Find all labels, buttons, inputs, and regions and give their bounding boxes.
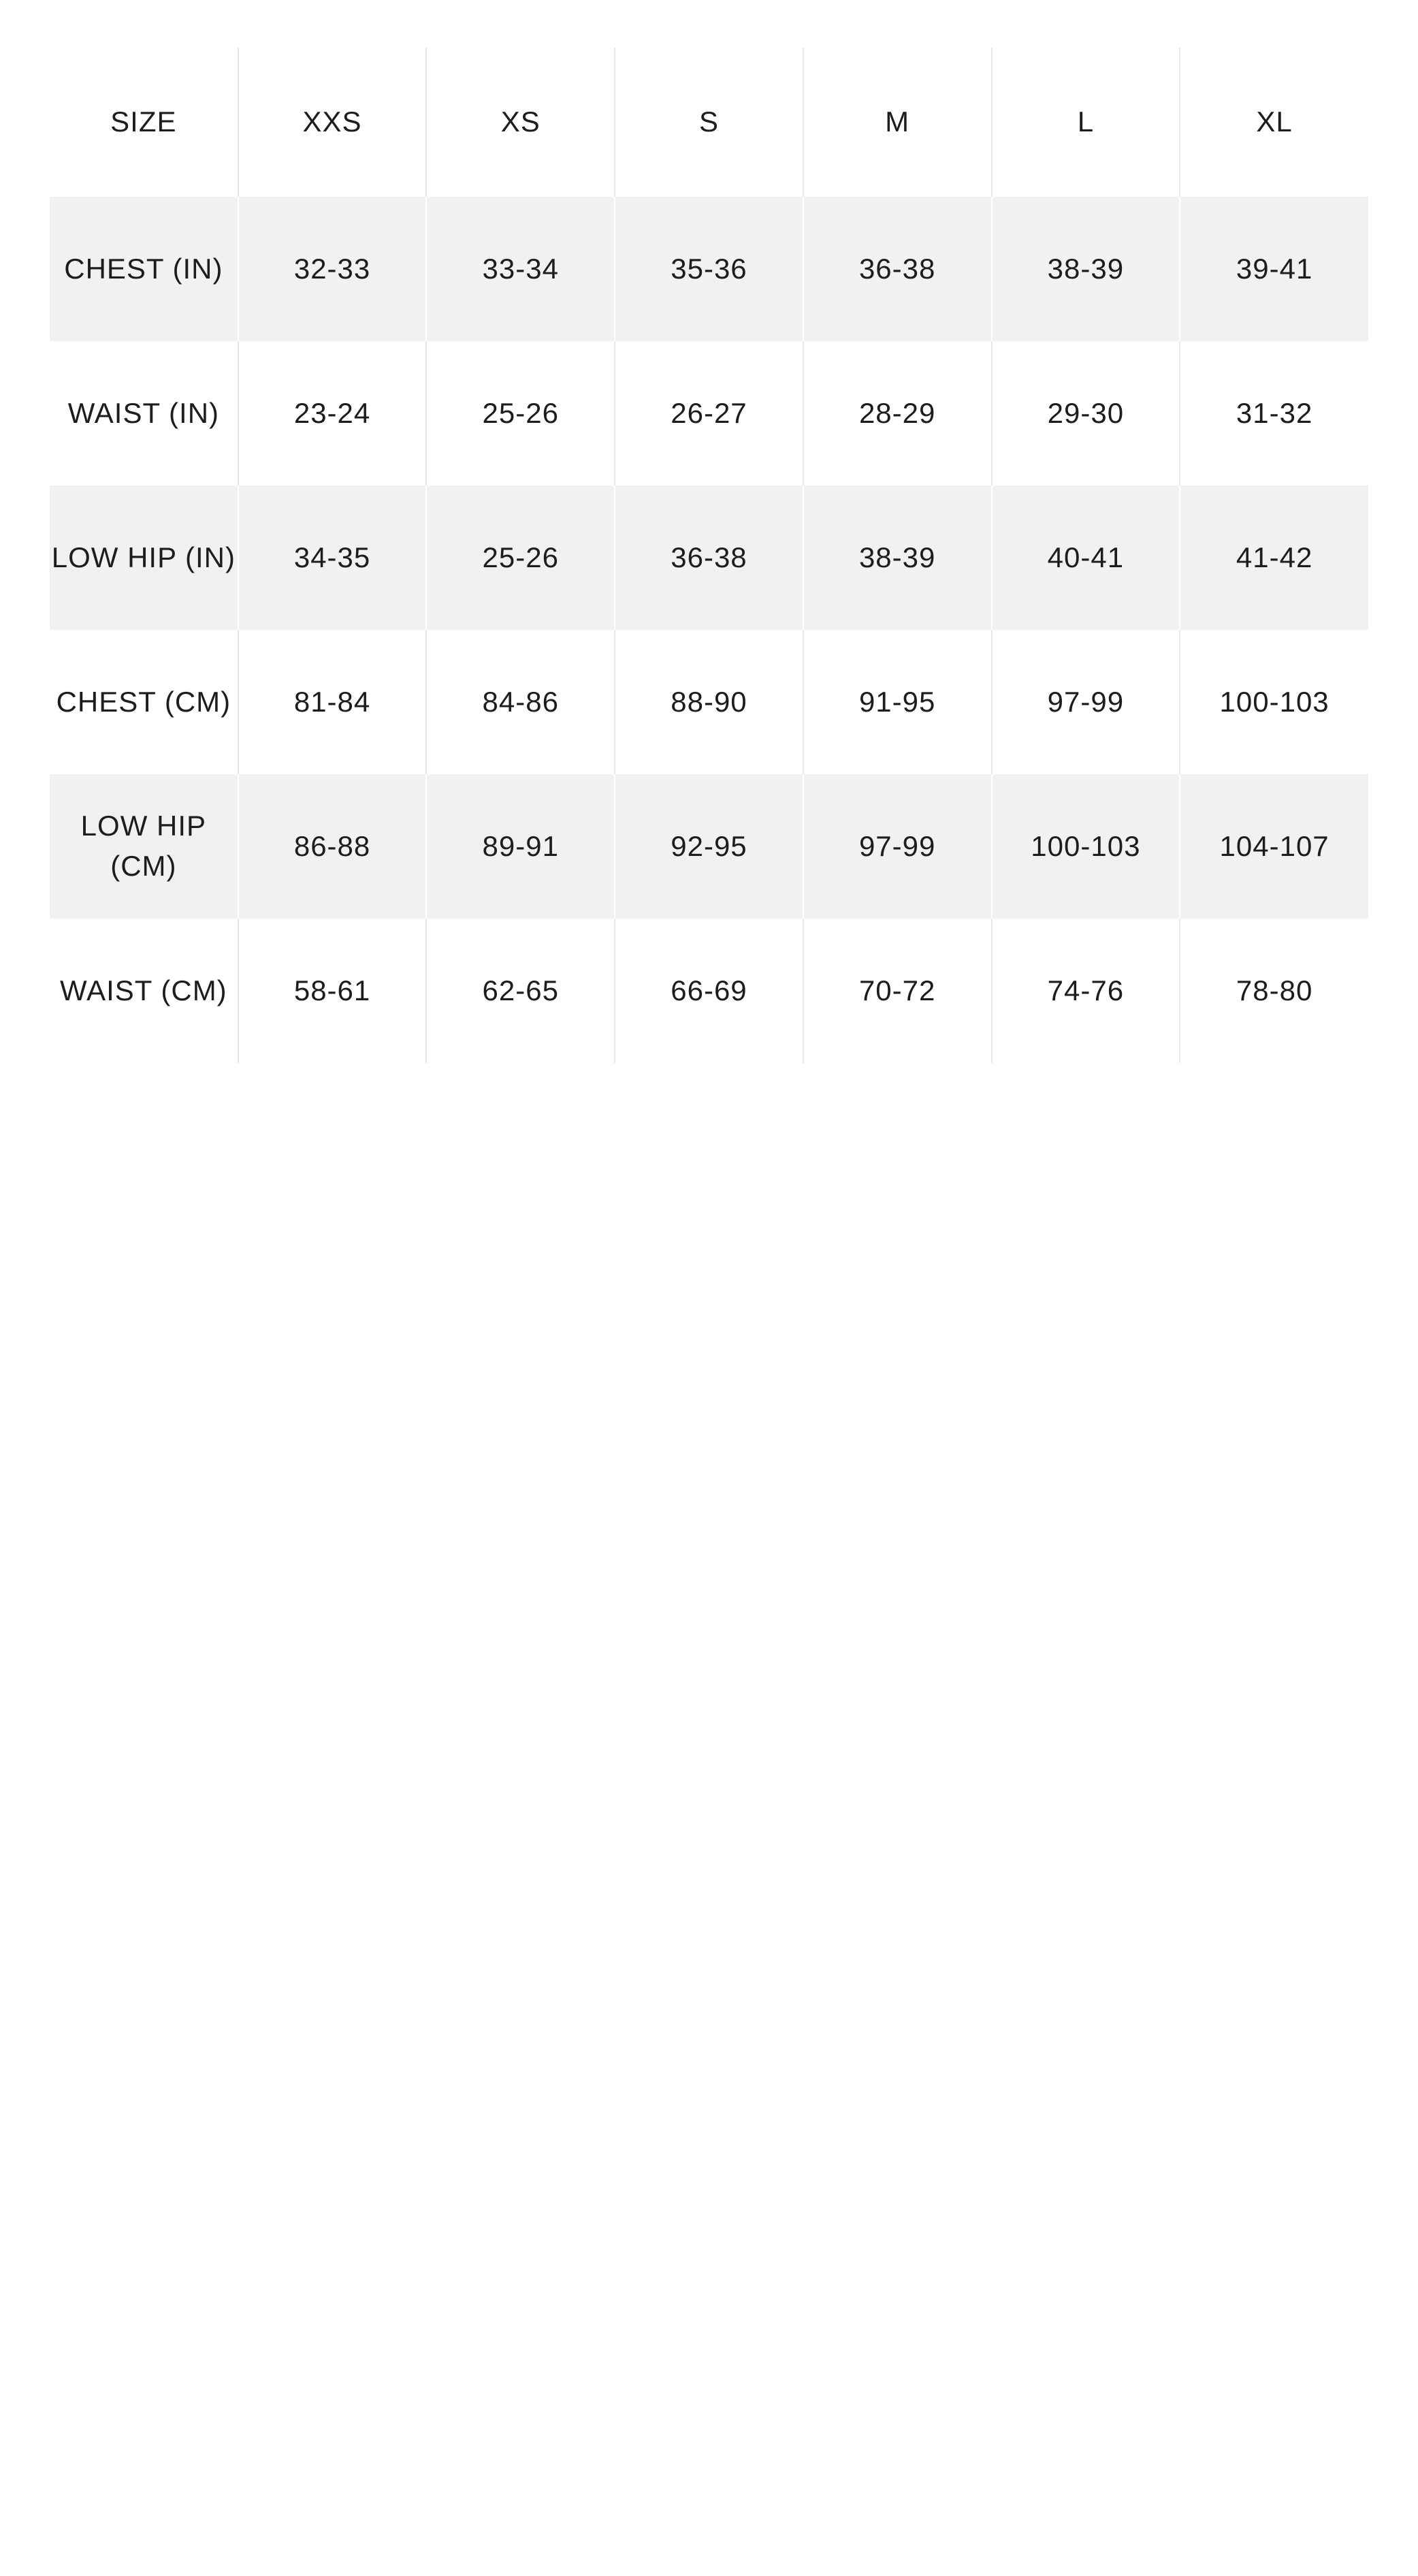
table-cell: 39-41 [1179,197,1368,341]
table-row-waist-in: WAIST (IN) 23-24 25-26 26-27 28-29 29-30… [50,341,1368,486]
table-cell: 86-88 [237,774,427,919]
row-label: CHEST (CM) [56,685,231,718]
size-chart: SIZE XXS XS S M L XL CHEST (IN) 32-33 33… [50,48,1368,1063]
table-cell: 78-80 [1179,919,1368,1063]
table-cell: 100-103 [990,774,1180,919]
table-cell: 88-90 [614,630,803,774]
header-cell-xl: XL [1179,48,1368,197]
table-cell: 104-107 [1179,774,1368,919]
size-chart-body: CHEST (IN) 32-33 33-34 35-36 36-38 38-39… [50,197,1368,1063]
table-cell: 29-30 [990,341,1180,486]
table-row-waist-cm: WAIST (CM) 58-61 62-65 66-69 70-72 74-76… [50,919,1368,1063]
table-cell: 100-103 [1179,630,1368,774]
table-cell: 66-69 [614,919,803,1063]
table-cell: 92-95 [614,774,803,919]
table-row-low-hip-cm: LOW HIP (CM) 86-88 89-91 92-95 97-99 100… [50,774,1368,919]
table-cell: 89-91 [425,774,615,919]
size-chart-header: SIZE XXS XS S M L XL [50,48,1368,197]
header-cell-l: L [990,48,1180,197]
table-cell: 97-99 [990,630,1180,774]
table-cell: 28-29 [802,341,992,486]
table-row-chest-in: CHEST (IN) 32-33 33-34 35-36 36-38 38-39… [50,197,1368,341]
table-cell: 41-42 [1179,486,1368,630]
table-cell: 38-39 [990,197,1180,341]
size-chart-table: SIZE XXS XS S M L XL CHEST (IN) 32-33 33… [50,48,1368,1063]
header-cell-m: M [802,48,992,197]
table-cell: 91-95 [802,630,992,774]
row-label: LOW HIP (CM) [80,810,207,882]
table-cell: 81-84 [237,630,427,774]
row-label: CHEST (IN) [64,252,223,285]
table-cell: 35-36 [614,197,803,341]
table-cell: 84-86 [425,630,615,774]
table-cell: 36-38 [802,197,992,341]
table-cell: 25-26 [425,341,615,486]
table-cell: 26-27 [614,341,803,486]
table-cell: 34-35 [237,486,427,630]
header-cell-s: S [614,48,803,197]
table-cell: 25-26 [425,486,615,630]
table-cell: 33-34 [425,197,615,341]
table-cell: 70-72 [802,919,992,1063]
header-cell-xxs: XXS [237,48,427,197]
table-cell: 58-61 [237,919,427,1063]
table-cell: 32-33 [237,197,427,341]
header-row: SIZE XXS XS S M L XL [50,48,1368,197]
table-cell: 62-65 [425,919,615,1063]
row-label: WAIST (IN) [67,396,220,429]
table-cell: 97-99 [802,774,992,919]
table-cell: 74-76 [990,919,1180,1063]
row-label: WAIST (CM) [60,974,227,1006]
table-cell: 38-39 [802,486,992,630]
row-label: LOW HIP (IN) [51,541,236,573]
table-cell: 31-32 [1179,341,1368,486]
table-cell: 36-38 [614,486,803,630]
table-row-chest-cm: CHEST (CM) 81-84 84-86 88-90 91-95 97-99… [50,630,1368,774]
header-cell-size: SIZE [110,106,177,138]
table-cell: 23-24 [237,341,427,486]
table-row-low-hip-in: LOW HIP (IN) 34-35 25-26 36-38 38-39 40-… [50,486,1368,630]
header-cell-xs: XS [425,48,615,197]
table-cell: 40-41 [990,486,1180,630]
